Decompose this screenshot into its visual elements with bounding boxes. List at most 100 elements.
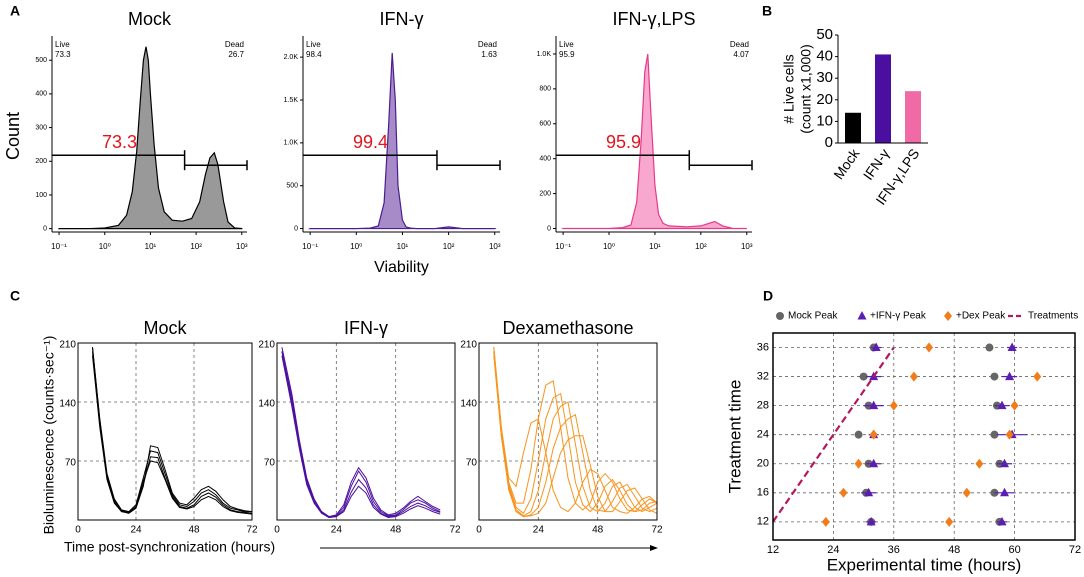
y-tick-label: 600 bbox=[539, 121, 551, 128]
y-tick-label: 200 bbox=[35, 158, 47, 165]
x-tick-label: 10² bbox=[695, 242, 707, 251]
legend-label: +Dex Peak bbox=[956, 311, 1006, 322]
plot-frame bbox=[772, 332, 1076, 541]
y-tick-label: 50 bbox=[816, 26, 833, 43]
data-point bbox=[821, 516, 830, 527]
trace bbox=[493, 355, 658, 518]
x-tick-label: 72 bbox=[246, 525, 258, 536]
trace bbox=[281, 351, 441, 518]
bar bbox=[845, 112, 861, 143]
x-tick-label: 10⁰ bbox=[350, 242, 362, 251]
panel-label: C bbox=[10, 288, 20, 304]
data-point bbox=[990, 430, 999, 439]
trace bbox=[493, 347, 658, 513]
data-point bbox=[985, 343, 994, 352]
histogram-area bbox=[307, 52, 497, 230]
data-point bbox=[1010, 400, 1019, 411]
data-point bbox=[854, 430, 863, 439]
x-tick-label: 10¹ bbox=[649, 242, 661, 251]
x-tick-label: 10¹ bbox=[145, 242, 157, 251]
trace bbox=[92, 347, 252, 513]
chart-title: IFN-γ bbox=[344, 318, 388, 338]
dead-value: 26.7 bbox=[228, 50, 244, 59]
x-tick-label: 10³ bbox=[236, 242, 248, 251]
y-tick-label: 0 bbox=[825, 134, 833, 151]
legend-label: +IFN-γ Peak bbox=[870, 311, 927, 322]
y-axis-label: Treatment time bbox=[725, 380, 744, 494]
x-tick-label: 10⁰ bbox=[603, 242, 615, 251]
trace bbox=[493, 351, 658, 517]
y-tick-label: 140 bbox=[59, 399, 76, 410]
x-tick-label: 48 bbox=[948, 544, 960, 556]
data-point bbox=[871, 342, 881, 352]
data-point bbox=[1005, 429, 1014, 440]
y-tick-label: 400 bbox=[35, 91, 47, 98]
y-tick-label: 30 bbox=[816, 69, 833, 86]
trace bbox=[92, 347, 253, 515]
y-tick-label: 500 bbox=[35, 57, 47, 64]
y-tick-label: 1.0K bbox=[284, 140, 299, 147]
data-point bbox=[1000, 487, 1010, 497]
arrow-head bbox=[650, 545, 658, 551]
x-tick-label: 0 bbox=[476, 525, 482, 536]
x-tick-label: 10² bbox=[190, 242, 202, 251]
data-point bbox=[859, 372, 868, 381]
dead-value: 4.07 bbox=[733, 50, 749, 59]
x-tick-label: 10³ bbox=[741, 242, 753, 251]
data-point bbox=[925, 342, 934, 353]
x-tick-label: 10³ bbox=[489, 242, 501, 251]
panel-label: A bbox=[10, 3, 20, 19]
live-value: 95.9 bbox=[559, 50, 575, 59]
y-axis-label: # Live cells bbox=[781, 54, 797, 123]
x-tick-label: 72 bbox=[651, 525, 663, 536]
y-tick-label: 140 bbox=[460, 399, 477, 410]
histogram-area bbox=[57, 46, 243, 230]
y-tick-label: 1.5K bbox=[284, 97, 299, 104]
data-point bbox=[889, 400, 898, 411]
y-axis-label: Bioluminescence (counts·sec⁻¹) bbox=[41, 336, 57, 535]
y-tick-label: 1.0K bbox=[537, 51, 552, 58]
data-point bbox=[909, 371, 918, 382]
y-tick-label: 200 bbox=[539, 190, 551, 197]
x-tick-label: 48 bbox=[188, 525, 200, 536]
y-tick-label: 400 bbox=[539, 156, 551, 163]
x-tick-label: 10¹ bbox=[397, 242, 409, 251]
x-tick-label: 0 bbox=[75, 525, 81, 536]
y-tick-label: 10 bbox=[816, 112, 833, 129]
x-tick-label: 72 bbox=[449, 525, 461, 536]
data-point bbox=[945, 516, 954, 527]
x-tick-label: 10⁻¹ bbox=[555, 242, 571, 251]
live-value: 98.4 bbox=[306, 50, 322, 59]
live-label: Live bbox=[55, 40, 70, 49]
legend-marker bbox=[944, 311, 952, 321]
plot-frame bbox=[478, 342, 658, 521]
y-axis-label: Count bbox=[3, 112, 23, 160]
y-tick-label: 70 bbox=[466, 458, 478, 469]
data-point bbox=[839, 487, 848, 498]
x-tick-label: 10⁻¹ bbox=[51, 242, 67, 251]
trace bbox=[281, 351, 441, 519]
live-label: Live bbox=[559, 40, 574, 49]
panel-label: B bbox=[762, 3, 772, 19]
y-tick-label: 210 bbox=[460, 340, 477, 351]
dead-label: Dead bbox=[478, 40, 497, 49]
y-axis-label: (count x1,000) bbox=[798, 44, 814, 134]
x-axis-label: Time post-synchronization (hours) bbox=[64, 539, 275, 555]
y-tick-label: 28 bbox=[757, 400, 769, 412]
chart-title: IFN-γ,LPS bbox=[612, 9, 695, 29]
x-tick-label: 48 bbox=[390, 525, 402, 536]
x-tick-label: 10⁰ bbox=[99, 242, 111, 251]
data-point bbox=[975, 458, 984, 469]
y-tick-label: 300 bbox=[35, 124, 47, 131]
plot-frame bbox=[276, 342, 456, 521]
y-tick-label: 40 bbox=[816, 48, 833, 65]
gate-label: 95.9 bbox=[606, 132, 641, 152]
x-tick-label: Mock bbox=[830, 145, 863, 182]
y-tick-label: 70 bbox=[65, 458, 77, 469]
dead-label: Dead bbox=[225, 40, 244, 49]
y-tick-label: 140 bbox=[258, 399, 275, 410]
trace bbox=[281, 347, 441, 518]
data-point bbox=[1007, 342, 1017, 352]
y-tick-label: 210 bbox=[258, 340, 275, 351]
y-tick-label: 0 bbox=[547, 225, 551, 232]
